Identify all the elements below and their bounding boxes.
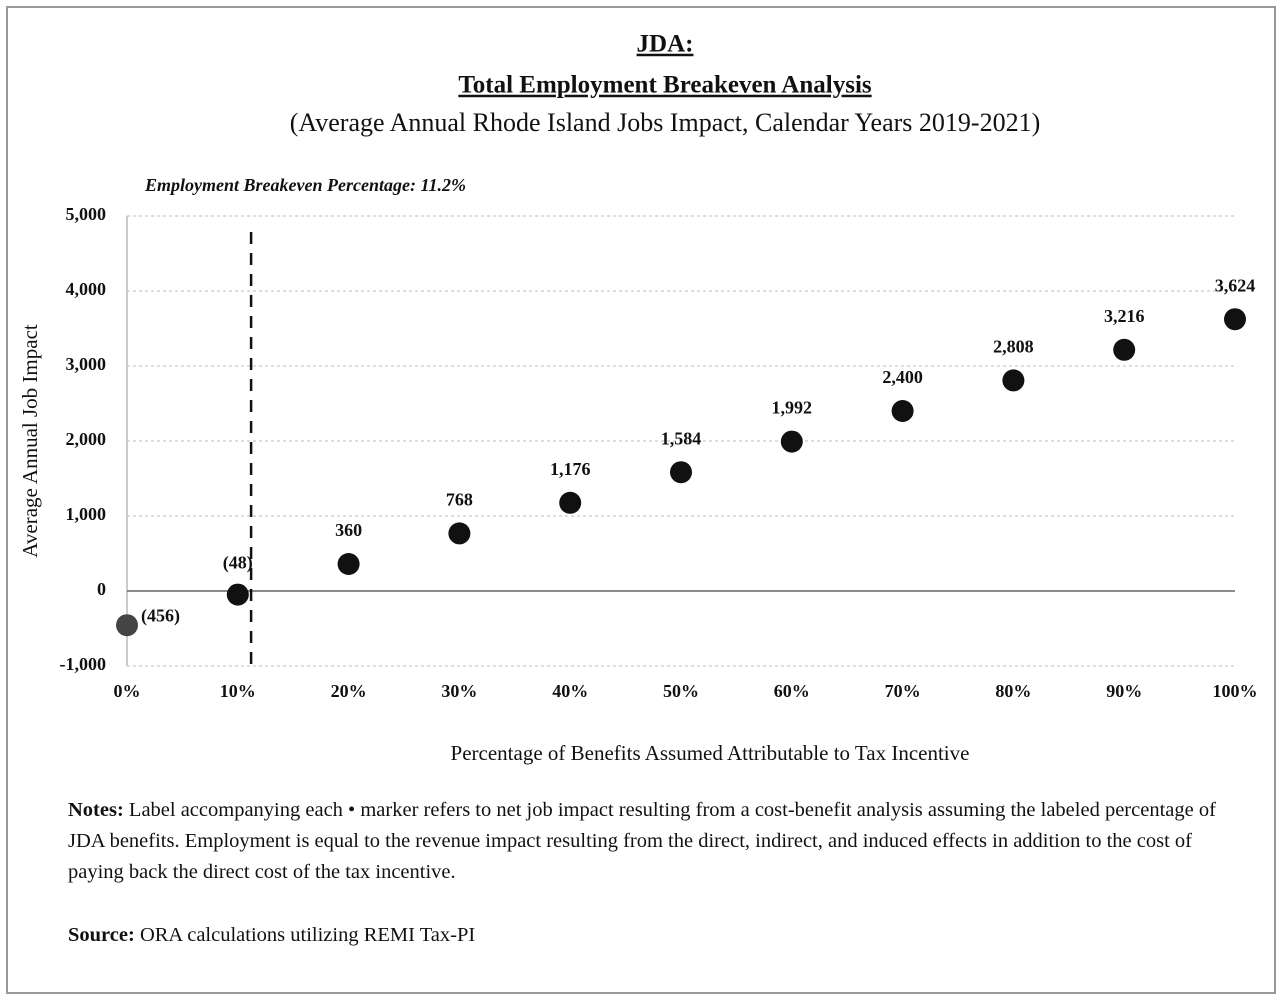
frame [6, 6, 1276, 994]
x-tick-label: 50% [663, 681, 699, 701]
data-point [116, 614, 138, 637]
chart-title: JDA: [637, 31, 694, 58]
y-tick-label: 4,000 [66, 279, 107, 299]
data-label: 2,808 [993, 337, 1034, 357]
data-point [559, 491, 582, 514]
data-label: 1,584 [661, 428, 702, 448]
data-point [780, 430, 803, 453]
data-point [448, 522, 471, 545]
data-point [1002, 369, 1025, 392]
x-tick-label: 100% [1213, 681, 1258, 701]
data-label: 3,216 [1104, 306, 1145, 326]
data-label: 1,992 [772, 398, 813, 418]
source-label: Source: [68, 924, 135, 946]
notes-text: Label accompanying each • marker refers … [68, 799, 1216, 883]
y-tick-label: 3,000 [66, 354, 107, 374]
y-tick-label: 5,000 [66, 204, 107, 224]
y-axis-title: Average Annual Job Impact [18, 324, 42, 558]
notes: Notes: Label accompanying each • marker … [68, 795, 1238, 888]
data-label: (456) [141, 605, 180, 626]
data-label: 768 [446, 490, 473, 510]
x-tick-label: 70% [885, 681, 921, 701]
annotation: Employment Breakeven Percentage: 11.2% [144, 175, 466, 195]
data-point [1113, 338, 1136, 361]
chart-subtitle: (Average Annual Rhode Island Jobs Impact… [290, 108, 1040, 137]
data-point [891, 400, 914, 422]
data-point [226, 583, 249, 606]
x-tick-label: 10% [220, 681, 256, 701]
chart-title: Total Employment Breakeven Analysis [458, 72, 872, 99]
data-point [1224, 308, 1246, 331]
x-tick-label: 40% [552, 681, 588, 701]
notes-label: Notes: [68, 799, 124, 821]
y-tick-label: 2,000 [66, 429, 107, 449]
x-tick-label: 0% [114, 681, 141, 701]
y-tick-label: 0 [97, 579, 106, 599]
data-label: 360 [335, 520, 362, 540]
y-tick-label: 1,000 [66, 504, 107, 524]
x-tick-label: 60% [774, 681, 810, 701]
x-tick-label: 90% [1106, 681, 1142, 701]
x-tick-label: 20% [331, 681, 367, 701]
data-label: 1,176 [550, 459, 591, 479]
data-label: 2,400 [882, 367, 923, 387]
x-tick-label: 30% [441, 681, 477, 701]
x-axis-title: Percentage of Benefits Assumed Attributa… [451, 741, 970, 765]
source: Source: ORA calculations utilizing REMI … [68, 920, 1238, 951]
data-label: 3,624 [1215, 275, 1256, 295]
data-point [670, 461, 692, 484]
source-text: ORA calculations utilizing REMI Tax-PI [139, 924, 476, 946]
data-point [337, 553, 360, 575]
data-label: (48) [223, 553, 253, 574]
x-tick-label: 80% [995, 681, 1031, 701]
y-tick-label: -1,000 [60, 654, 107, 674]
